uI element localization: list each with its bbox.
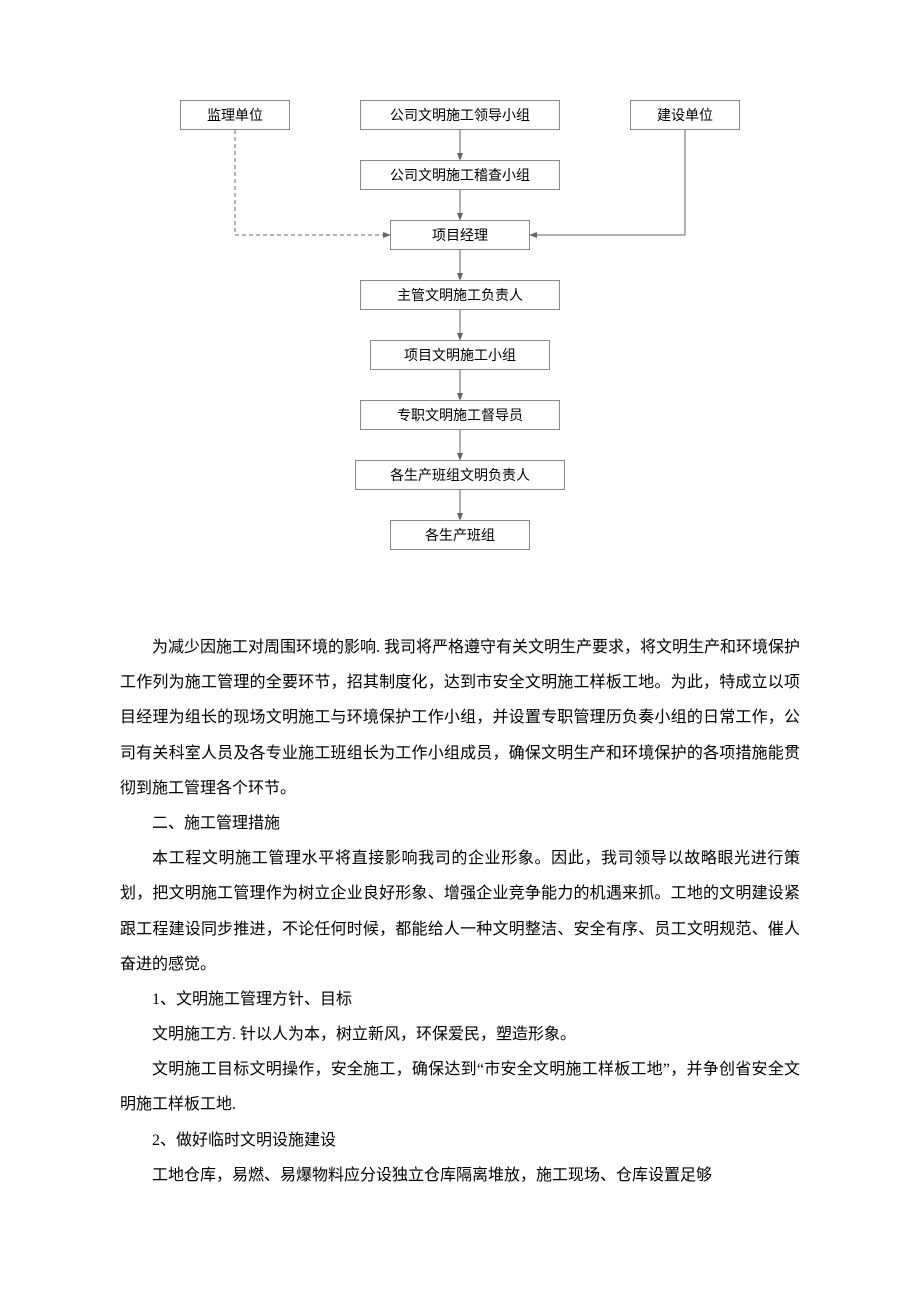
flowchart-node-company_lead: 公司文明施工领导小组 xyxy=(360,100,560,130)
flowchart-node-team_lead: 各生产班组文明负责人 xyxy=(355,460,565,490)
paragraph: 为减少因施工对周围环境的影响. 我司将严格遵守有关文明生产要求，将文明生产和环境… xyxy=(120,630,800,806)
document-page: 监理单位 公司文明施工领导小组 建设单位公司文明施工稽查小组项目经理主管文明施工负责… xyxy=(0,0,920,1273)
list-item-heading: 1、文明施工管理方针、目标 xyxy=(120,982,800,1017)
flowchart-node-supervisor_staff: 专职文明施工督导员 xyxy=(360,400,560,430)
paragraph: 工地仓库，易燃、易爆物料应分设独立仓库隔离堆放，施工现场、仓库设置足够 xyxy=(120,1158,800,1193)
flowchart-node-chief: 主管文明施工负责人 xyxy=(360,280,560,310)
flowchart-node-supervisor: 监理单位 xyxy=(180,100,290,130)
paragraph: 文明施工目标文明操作，安全施工，确保达到“市安全文明施工样板工地”，并争创省安全… xyxy=(120,1052,800,1122)
document-body: 为减少因施工对周围环境的影响. 我司将严格遵守有关文明生产要求，将文明生产和环境… xyxy=(120,630,800,1193)
flowchart-node-project_group: 项目文明施工小组 xyxy=(370,340,550,370)
paragraph: 文明施工方. 针以人为本，树立新风，环保爱民，塑造形象。 xyxy=(120,1017,800,1052)
org-flowchart: 监理单位 公司文明施工领导小组 建设单位公司文明施工稽查小组项目经理主管文明施工负责… xyxy=(160,100,760,600)
section-heading: 二、施工管理措施 xyxy=(120,806,800,841)
flowchart-node-pm: 项目经理 xyxy=(390,220,530,250)
flowchart-node-teams: 各生产班组 xyxy=(390,520,530,550)
list-item-heading: 2、做好临时文明设施建设 xyxy=(120,1123,800,1158)
flowchart-node-company_check: 公司文明施工稽查小组 xyxy=(360,160,560,190)
paragraph: 本工程文明施工管理水平将直接影响我司的企业形象。因此，我司领导以故略眼光进行策划… xyxy=(120,841,800,982)
flowchart-node-builder: 建设单位 xyxy=(630,100,740,130)
